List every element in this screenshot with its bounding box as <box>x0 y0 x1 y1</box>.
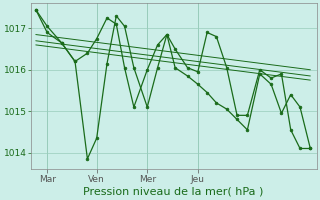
X-axis label: Pression niveau de la mer( hPa ): Pression niveau de la mer( hPa ) <box>84 187 264 197</box>
